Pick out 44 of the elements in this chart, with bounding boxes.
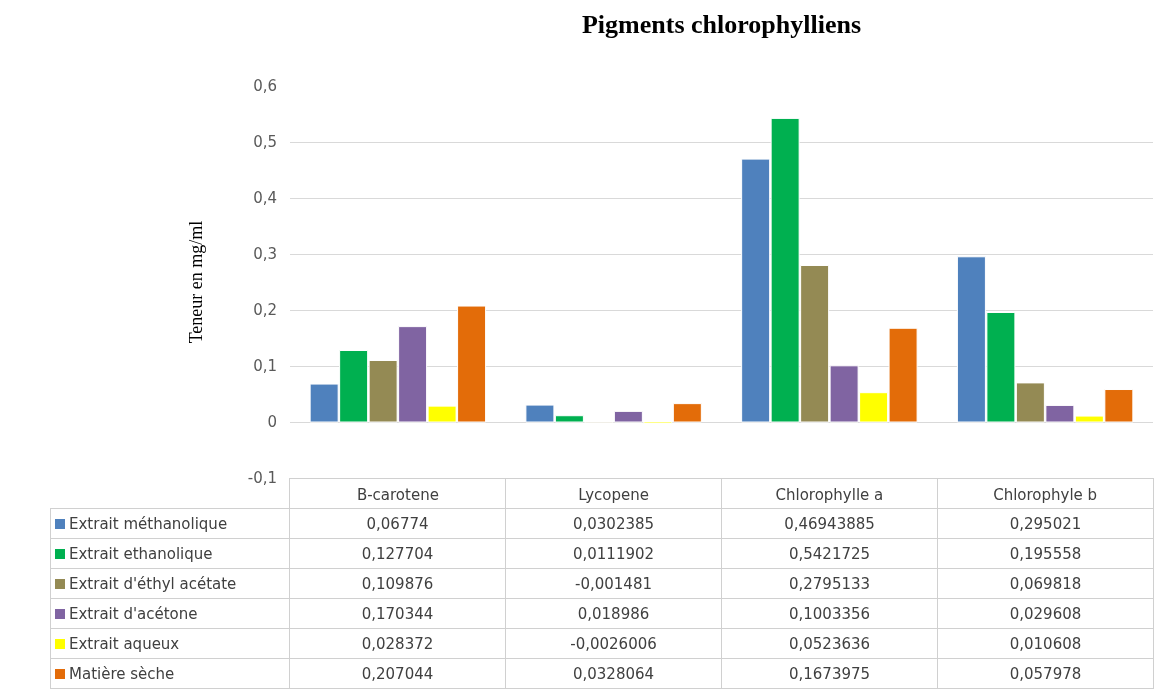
data-label: 0,1003356 — [721, 598, 938, 629]
data-label: 0,029608 — [937, 598, 1154, 629]
x-tick-label: Chlorophyle b — [993, 486, 1098, 504]
y-tick-label: 0,6 — [253, 77, 277, 96]
data-label: 0,2795133 — [721, 568, 938, 599]
data-label: 0,0328064 — [505, 658, 722, 689]
x-tick-label: B-carotene — [356, 486, 439, 504]
y-tick-label: 0 — [267, 413, 277, 432]
data-label: 0,069818 — [937, 568, 1154, 599]
y-tick-label: 0,5 — [253, 133, 277, 152]
chart-title: Pigments chlorophylliens — [581, 10, 862, 40]
data-label: 0,46943885 — [721, 508, 938, 539]
legend-label: Extrait méthanolique — [69, 514, 228, 533]
data-label: -0,0026006 — [505, 628, 722, 659]
data-label: 0,5421725 — [721, 538, 938, 569]
legend-label: Matière sèche — [69, 664, 175, 683]
data-label: 0,010608 — [937, 628, 1154, 659]
data-label: 0,1673975 — [721, 658, 938, 689]
data-label: 0,0302385 — [505, 508, 722, 539]
y-tick-label: 0,4 — [253, 189, 277, 208]
y-tick-label: 0,3 — [253, 245, 277, 264]
data-label: 0,057978 — [937, 658, 1154, 689]
legend-label: Extrait d'acétone — [69, 604, 198, 623]
data-label: 0,195558 — [937, 538, 1154, 569]
data-label: 0,0523636 — [721, 628, 938, 659]
data-label: 0,018986 — [505, 598, 722, 629]
x-tick-label: Lycopene — [578, 486, 650, 504]
y-tick-label: 0,1 — [253, 357, 277, 376]
legend-label: Extrait d'éthyl acétate — [69, 574, 237, 593]
data-label: 0,028372 — [289, 628, 506, 659]
y-axis-title: Teneur en mg/ml — [185, 220, 206, 344]
legend-label: Extrait aqueux — [69, 634, 180, 653]
data-label: 0,109876 — [289, 568, 506, 599]
data-label: -0,001481 — [505, 568, 722, 599]
data-label: 0,295021 — [937, 508, 1154, 539]
x-tick-label: Chlorophylle a — [775, 486, 884, 504]
data-label: 0,0111902 — [505, 538, 722, 569]
data-label: 0,170344 — [289, 598, 506, 629]
data-label: 0,207044 — [289, 658, 506, 689]
y-tick-label: -0,1 — [247, 469, 277, 488]
data-label: 0,06774 — [289, 508, 506, 539]
y-tick-label: 0,2 — [253, 301, 277, 320]
data-label: 0,127704 — [289, 538, 506, 569]
legend-label: Extrait ethanolique — [69, 544, 213, 563]
